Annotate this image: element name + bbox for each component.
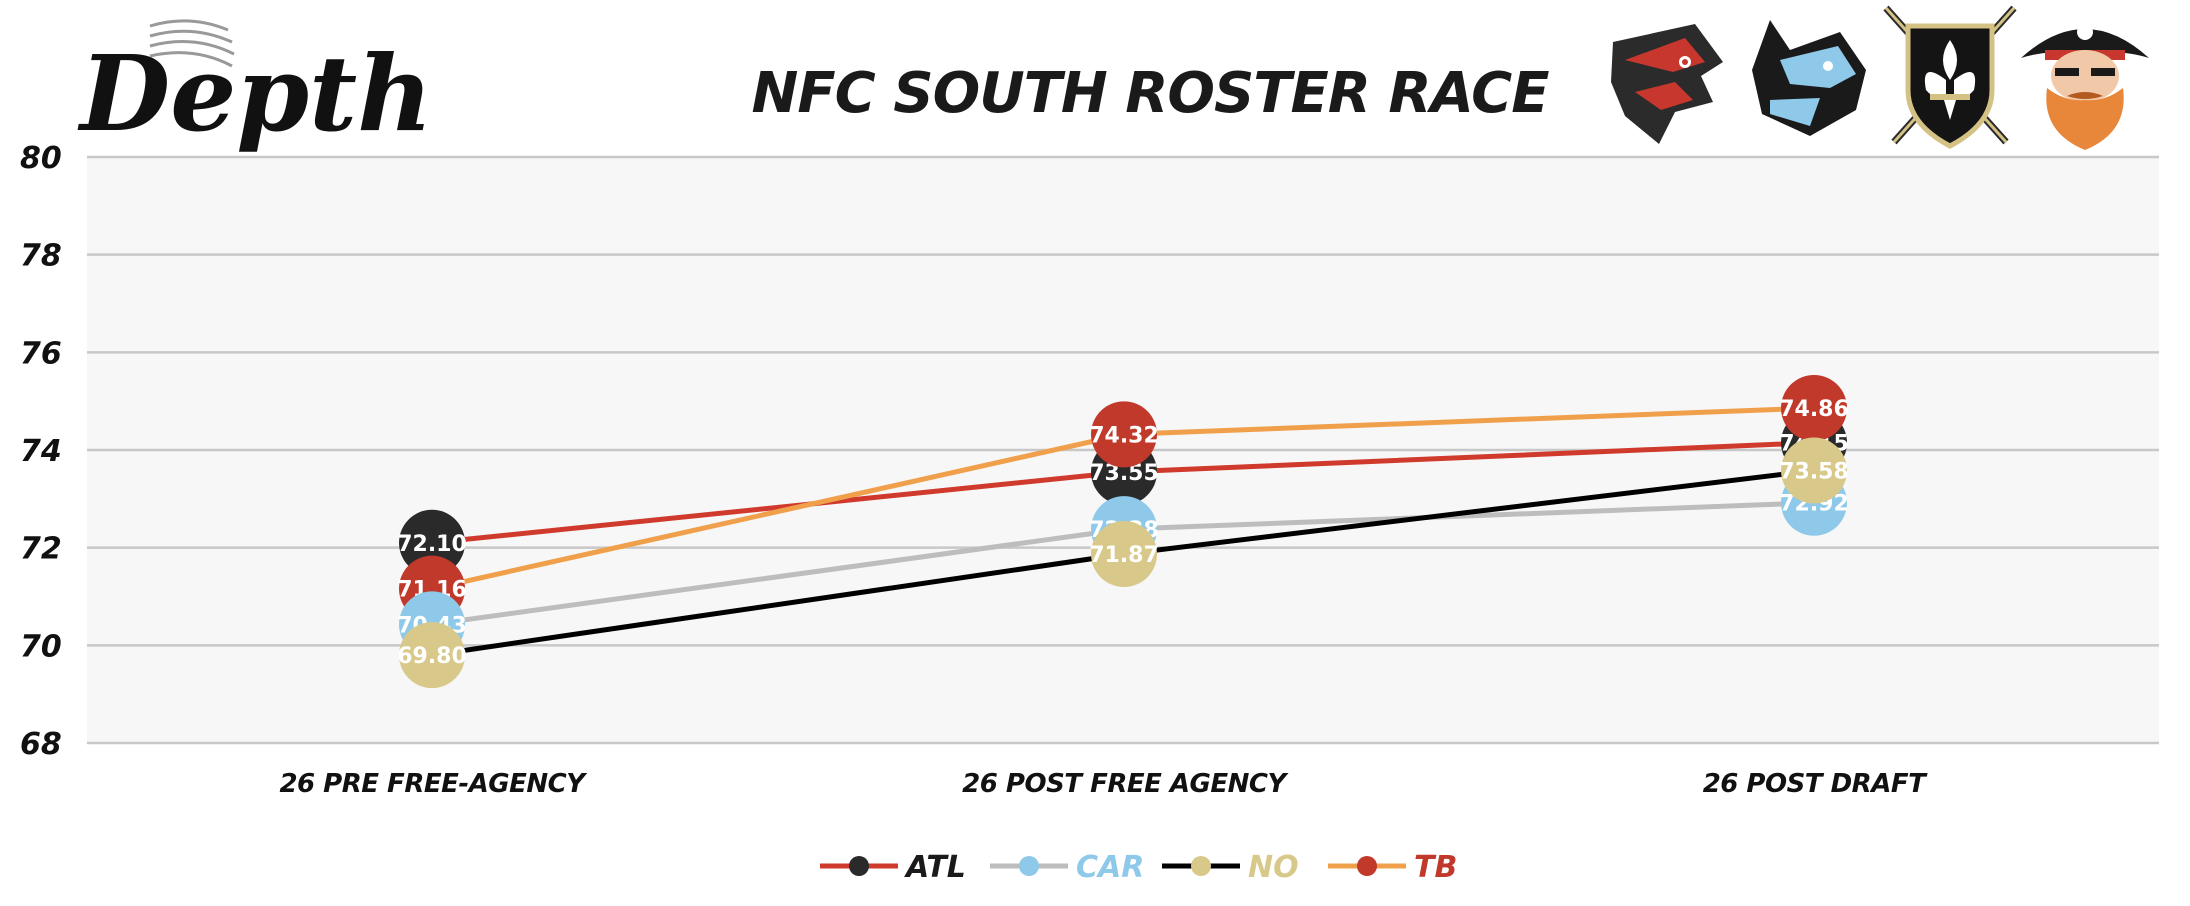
depth-logo-swoosh-icon	[149, 19, 235, 68]
data-point-no: 71.87	[1089, 521, 1159, 588]
legend-item-atl: ATL	[820, 850, 966, 885]
legend: ATL CAR NO TB	[820, 850, 1457, 885]
legend-marker	[1357, 856, 1377, 876]
legend-marker	[849, 856, 869, 876]
data-point-no: 73.58	[1779, 437, 1849, 504]
data-marker	[1091, 521, 1157, 588]
series-markers: 72.1073.5574.1571.1674.3274.8670.4372.38…	[397, 375, 1849, 689]
data-marker	[1781, 437, 1847, 504]
data-label: 74.32	[1089, 423, 1159, 448]
legend-item-tb: TB	[1328, 850, 1457, 885]
data-marker	[1781, 375, 1847, 442]
y-axis-ticks: 68 70 72 74 76 78 80	[20, 141, 62, 762]
legend-marker	[1191, 856, 1211, 876]
legend-item-car: CAR	[990, 850, 1144, 885]
y-tick-label: 74	[20, 434, 62, 469]
data-label: 69.80	[397, 644, 467, 669]
legend-label: ATL	[904, 850, 966, 885]
x-tick-label: 26 POST FREE AGENCY	[962, 769, 1289, 799]
data-marker	[399, 622, 465, 689]
data-point-atl: 72.10	[397, 509, 467, 576]
y-tick-label: 80	[20, 141, 62, 176]
data-label: 74.86	[1779, 397, 1849, 422]
data-label: 71.87	[1089, 543, 1159, 568]
data-marker	[399, 509, 465, 576]
pirate-head-icon	[2021, 24, 2149, 150]
data-marker	[1091, 401, 1157, 468]
legend-label: TB	[1414, 850, 1457, 885]
fleur-de-lis-shield-icon	[1883, 5, 2017, 149]
data-label: 72.10	[397, 532, 467, 557]
data-label: 73.58	[1779, 460, 1849, 485]
legend-item-no: NO	[1162, 850, 1299, 885]
y-tick-label: 70	[20, 629, 62, 664]
depth-logo: Depth	[77, 19, 433, 155]
x-tick-label: 26 PRE FREE-AGENCY	[279, 769, 588, 799]
legend-label: CAR	[1076, 850, 1144, 885]
y-tick-label: 68	[20, 727, 62, 762]
data-point-tb: 74.32	[1089, 401, 1159, 468]
chart-title: NFC SOUTH ROSTER RACE	[752, 61, 1550, 126]
panther-head-icon	[1752, 20, 1866, 136]
legend-marker	[1019, 856, 1039, 876]
x-tick-label: 26 POST DRAFT	[1703, 769, 1928, 799]
depth-logo-text: Depth	[77, 32, 433, 155]
legend-label: NO	[1248, 850, 1299, 885]
data-point-no: 69.80	[397, 622, 467, 689]
team-logos	[1601, 5, 2149, 150]
data-point-tb: 74.86	[1779, 375, 1849, 442]
falcon-head-icon	[1601, 18, 1729, 146]
y-tick-label: 78	[20, 239, 62, 274]
y-tick-label: 72	[20, 532, 62, 567]
y-tick-label: 76	[20, 336, 62, 371]
x-axis-ticks: 26 PRE FREE-AGENCY 26 POST FREE AGENCY 26 …	[279, 769, 1928, 799]
